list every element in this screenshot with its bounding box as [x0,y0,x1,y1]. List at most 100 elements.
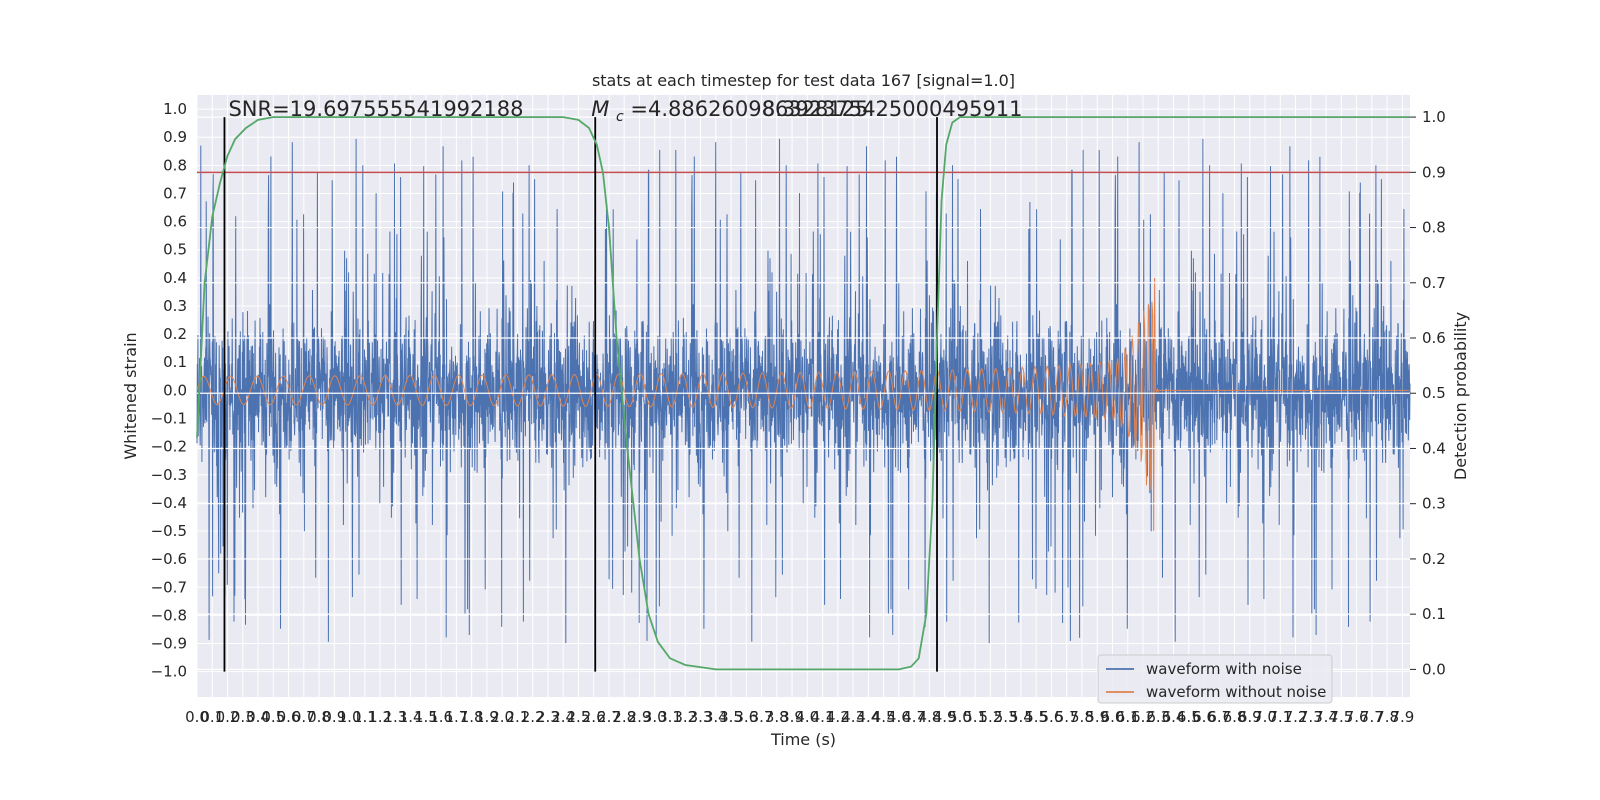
y-right-tick-label: 0.1 [1422,605,1446,623]
x-tick-label: 0.7 [292,708,316,726]
x-tick-label: 5.6 [1040,708,1064,726]
x-tick-label: 7.9 [1390,708,1414,726]
x-tick-label: 6.9 [1238,708,1262,726]
x-tick-label: 5.1 [963,708,987,726]
y-tick-label: −1.0 [151,663,187,681]
x-tick-label: 2.8 [612,708,636,726]
x-tick-label: 6.1 [1116,708,1140,726]
y-tick-label: 0.3 [163,297,187,315]
x-tick-label: 4.2 [826,708,850,726]
x-tick-label: 0.1 [200,708,224,726]
snr-annotation: SNR=19.697555541992188 [228,97,523,121]
x-tick-label: 1.3 [383,708,407,726]
x-tick-label: 7.0 [1253,708,1277,726]
x-tick-label: 1.4 [399,708,423,726]
x-tick-label: 7.4 [1314,708,1338,726]
x-tick-label: 6.7 [1207,708,1231,726]
x-tick-label: 5.9 [1085,708,1109,726]
x-tick-label: 6.2 [1131,708,1155,726]
x-tick-label: 7.5 [1329,708,1353,726]
x-tick-label: 2.0 [490,708,514,726]
x-tick-label: 1.1 [353,708,377,726]
y-tick-label: −0.3 [151,466,187,484]
x-tick-label: 3.4 [704,708,728,726]
x-tick-label: 6.5 [1177,708,1201,726]
x-tick-label: 0.9 [322,708,346,726]
y-right-tick-label: 0.7 [1422,274,1446,292]
x-tick-label: 2.5 [567,708,591,726]
x-tick-label: 3.2 [673,708,697,726]
y-tick-label: 0.2 [163,325,187,343]
x-axis-label: Time (s) [770,730,836,749]
x-tick-label: 3.9 [780,708,804,726]
x-tick-label: 1.7 [444,708,468,726]
x-tick-label: 7.1 [1268,708,1292,726]
y-tick-label: 0.1 [163,353,187,371]
legend: waveform with noise waveform without noi… [1097,654,1333,704]
series-waveform-with-noise [196,138,1411,644]
chirp-mass-subscript: c [616,109,624,125]
x-tick-label: 2.3 [536,708,560,726]
x-tick-label: 0.0 [185,708,209,726]
y-tick-label: −0.9 [151,635,187,653]
y-right-tick-label: 1.0 [1422,108,1446,126]
y-axis-right-label: Detection probability [1451,312,1470,480]
series-waveform-without-noise [196,277,1410,532]
x-tick-label: 5.3 [994,708,1018,726]
x-tick-label: 1.8 [460,708,484,726]
y-right-tick-label: 0.4 [1422,439,1446,457]
chirp-mass-value: =4.886260986328125 [630,97,868,121]
x-tick-label: 5.4 [1009,708,1033,726]
y-tick-label: 0.5 [163,241,187,259]
x-tick-label: 7.8 [1375,708,1399,726]
x-tick-label: 0.8 [307,708,331,726]
x-tick-label: 1.2 [368,708,392,726]
y-tick-label: −0.5 [151,522,187,540]
x-tick-label: 4.6 [887,708,911,726]
x-tick-label: 3.8 [765,708,789,726]
chirp-mass-symbol: M [591,97,609,121]
y-tick-label: −0.1 [151,410,187,428]
x-tick-label: 4.5 [872,708,896,726]
x-tick-label: 4.1 [811,708,835,726]
x-tick-label: 1.9 [475,708,499,726]
x-tick-label: 4.7 [902,708,926,726]
x-axis-ticks: 0.00.10.20.30.40.50.60.70.80.91.01.11.21… [185,708,1414,726]
y-tick-label: −0.4 [151,494,187,512]
y-tick-label: −0.2 [151,438,187,456]
noisy-waveform-path [196,138,1411,644]
x-tick-label: 4.4 [856,708,880,726]
x-tick-label: 1.5 [414,708,438,726]
chart-title: stats at each timestep for test data 167… [592,71,1015,90]
series-detection-probability [196,116,1410,671]
chirp-mass-annotation: M c =4.886260986328125 [591,97,868,126]
x-tick-label: 6.6 [1192,708,1216,726]
y-right-tick-label: 0.2 [1422,550,1446,568]
y-right-tick-label: 0.6 [1422,329,1446,347]
x-tick-label: 0.2 [216,708,240,726]
x-tick-label: 7.3 [1299,708,1323,726]
x-tick-label: 2.2 [521,708,545,726]
x-tick-label: 0.6 [277,708,301,726]
x-tick-label: 5.2 [978,708,1002,726]
y-right-tick-label: 0.3 [1422,495,1446,513]
y-right-tick-label: 0.0 [1422,660,1446,678]
x-tick-label: 2.9 [628,708,652,726]
x-tick-label: 3.6 [734,708,758,726]
y-tick-label: −0.8 [151,606,187,624]
x-tick-label: 5.5 [1024,708,1048,726]
x-tick-label: 5.8 [1070,708,1094,726]
x-tick-label: 3.1 [658,708,682,726]
x-tick-label: 6.4 [1162,708,1186,726]
x-tick-label: 0.4 [246,708,270,726]
x-tick-label: 7.2 [1284,708,1308,726]
y-tick-label: −0.7 [151,578,187,596]
x-tick-label: 0.3 [231,708,255,726]
legend-label-waveform-without-noise: waveform without noise [1146,683,1326,701]
legend-box [1097,654,1333,704]
y-axis-left-ticks: −1.0 −0.9 −0.8 −0.7 −0.6 −0.5 −0.4 −0.3 −0.2 −0.1… [151,100,187,681]
x-tick-label: 3.5 [719,708,743,726]
y-tick-label: 0.7 [163,184,187,202]
x-tick-label: 4.0 [795,708,819,726]
y-right-tick-label: 0.8 [1422,219,1446,237]
